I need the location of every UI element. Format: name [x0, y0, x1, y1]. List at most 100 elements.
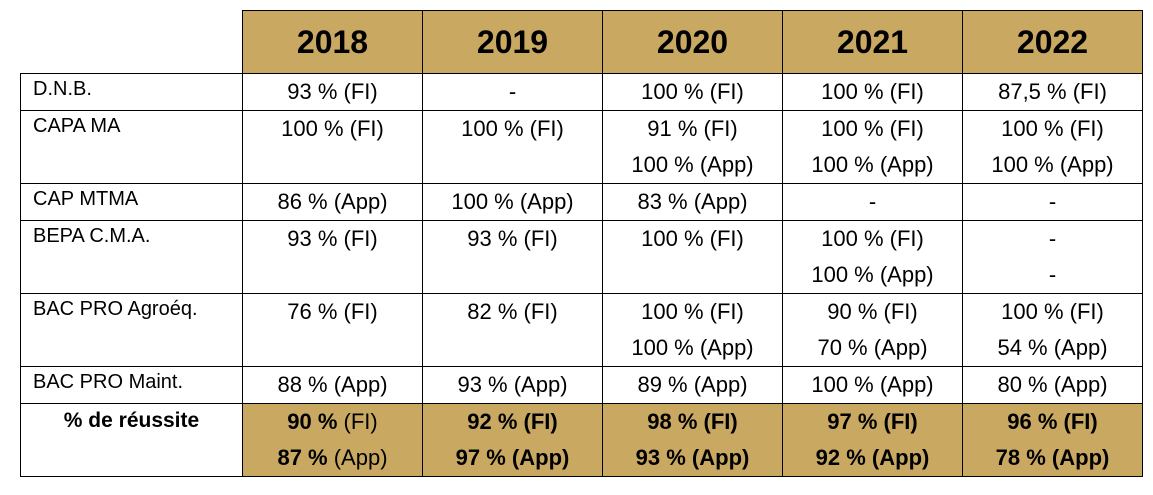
value-text: 83 % (App) [637, 189, 748, 214]
value-text: 93 % (App) [457, 372, 568, 397]
value-cell: 100 % (App) [422, 183, 603, 221]
year-header-2018: 2018 [242, 10, 423, 74]
value-cell: 100 % (FI) 100 % (App) [782, 220, 963, 294]
year-header-row: 2018 2019 2020 2021 2022 [20, 10, 1143, 74]
value-cell: - [782, 183, 963, 221]
row-label: BEPA C.M.A. [20, 220, 243, 294]
value-text: 100 % (FI) [821, 79, 924, 104]
value-text: 100 % (FI) [461, 116, 564, 141]
value-text: 89 % (App) [637, 372, 748, 397]
total-line: 98 % (FI) [603, 404, 782, 440]
value-cell: 100 % (FI) 54 % (App) [962, 293, 1143, 367]
corner-cell [20, 10, 243, 74]
total-percent: 87 % [277, 445, 328, 470]
total-suffix: (App) [865, 445, 930, 470]
total-label: % de réussite [20, 403, 243, 477]
value-cell: 76 % (FI) [242, 293, 423, 367]
value-text: 54 % (App) [997, 335, 1108, 360]
row-label: BAC PRO Agroéq. [20, 293, 243, 367]
total-percent: 92 % [815, 445, 866, 470]
year-header-2022: 2022 [962, 10, 1143, 74]
value-text: 100 % (FI) [641, 226, 744, 251]
value-cell: 100 % (FI) 100 % (App) [782, 110, 963, 184]
value-text: 100 % (FI) [1001, 116, 1104, 141]
value-text: 70 % (App) [817, 335, 928, 360]
total-percent: 96 % [1007, 409, 1058, 434]
row-label: CAPA MA [20, 110, 243, 184]
value-text: 93 % (FI) [287, 79, 378, 104]
value-cell: 100 % (FI) 100 % (App) [602, 293, 783, 367]
total-cell: 98 % (FI) 93 % (App) [602, 403, 783, 477]
value-text: 100 % (FI) [821, 226, 924, 251]
total-line: 92 % (FI) [423, 404, 602, 440]
value-cell: - [422, 73, 603, 111]
value-cell: 100 % (FI) [602, 220, 783, 294]
value-cell: 83 % (App) [602, 183, 783, 221]
total-line: 90 % (FI) [243, 404, 422, 440]
value-text: 100 % (App) [631, 335, 754, 360]
value-text: - [1048, 262, 1057, 287]
value-text: 100 % (FI) [641, 79, 744, 104]
value-text: 100 % (FI) [1001, 299, 1104, 324]
value-text: 90 % (FI) [827, 299, 918, 324]
value-cell: 86 % (App) [242, 183, 423, 221]
total-percent: 93 % [635, 445, 686, 470]
value-cell: 89 % (App) [602, 366, 783, 404]
value-cell: 93 % (FI) [422, 220, 603, 294]
total-line: 97 % (App) [423, 440, 602, 476]
value-text: 100 % (App) [811, 372, 934, 397]
total-line: 96 % (FI) [963, 404, 1142, 440]
value-cell: 91 % (FI) 100 % (App) [602, 110, 783, 184]
year-header-2019: 2019 [422, 10, 603, 74]
table-row: BAC PRO Agroéq. 76 % (FI) 82 % (FI) 100 % (… [20, 293, 1143, 367]
value-text: - [1048, 189, 1057, 214]
value-cell: 93 % (App) [422, 366, 603, 404]
value-cell: 100 % (FI) [242, 110, 423, 184]
value-text: 86 % (App) [277, 189, 388, 214]
value-text: 87,5 % (FI) [998, 79, 1107, 104]
total-suffix: (FI) [1057, 409, 1098, 434]
value-cell: 100 % (App) [782, 366, 963, 404]
value-text: 100 % (App) [631, 152, 754, 177]
value-cell: 88 % (App) [242, 366, 423, 404]
total-suffix: (FI) [517, 409, 558, 434]
total-line: 87 % (App) [243, 440, 422, 476]
total-percent: 92 % [467, 409, 518, 434]
value-cell: 100 % (FI) [602, 73, 783, 111]
value-text: - [868, 189, 877, 214]
value-cell: 82 % (FI) [422, 293, 603, 367]
year-header-2020: 2020 [602, 10, 783, 74]
total-suffix: (App) [685, 445, 750, 470]
value-text: 76 % (FI) [287, 299, 378, 324]
total-percent: 90 % [287, 409, 338, 434]
total-suffix: (App) [1045, 445, 1110, 470]
value-cell: 90 % (FI) 70 % (App) [782, 293, 963, 367]
value-text: 100 % (App) [451, 189, 574, 214]
value-cell: 87,5 % (FI) [962, 73, 1143, 111]
year-header-2021: 2021 [782, 10, 963, 74]
table-row: D.N.B. 93 % (FI) - 100 % (FI) 100 % (FI) 87,5… [20, 73, 1143, 111]
value-text: 88 % (App) [277, 372, 388, 397]
total-cell: 97 % (FI) 92 % (App) [782, 403, 963, 477]
value-text: 100 % (FI) [281, 116, 384, 141]
total-cell: 96 % (FI) 78 % (App) [962, 403, 1143, 477]
value-text: 82 % (FI) [467, 299, 558, 324]
value-cell: -- [962, 220, 1143, 294]
value-text: 100 % (App) [991, 152, 1114, 177]
row-label: D.N.B. [20, 73, 243, 111]
total-row: % de réussite 90 % (FI) 87 % (App) 92 % (FI… [20, 403, 1143, 477]
table-row: CAP MTMA 86 % (App) 100 % (App) 83 % (App) -… [20, 183, 1143, 221]
value-cell: 100 % (FI) 100 % (App) [962, 110, 1143, 184]
total-percent: 97 % [455, 445, 506, 470]
total-percent: 78 % [995, 445, 1046, 470]
total-cell: 90 % (FI) 87 % (App) [242, 403, 423, 477]
total-line: 93 % (App) [603, 440, 782, 476]
value-text: 100 % (FI) [821, 116, 924, 141]
value-text: - [508, 79, 517, 104]
total-line: 97 % (FI) [783, 404, 962, 440]
value-text: 91 % (FI) [647, 116, 738, 141]
value-cell: 100 % (FI) [422, 110, 603, 184]
total-line: 92 % (App) [783, 440, 962, 476]
value-cell: 93 % (FI) [242, 73, 423, 111]
value-cell: 93 % (FI) [242, 220, 423, 294]
